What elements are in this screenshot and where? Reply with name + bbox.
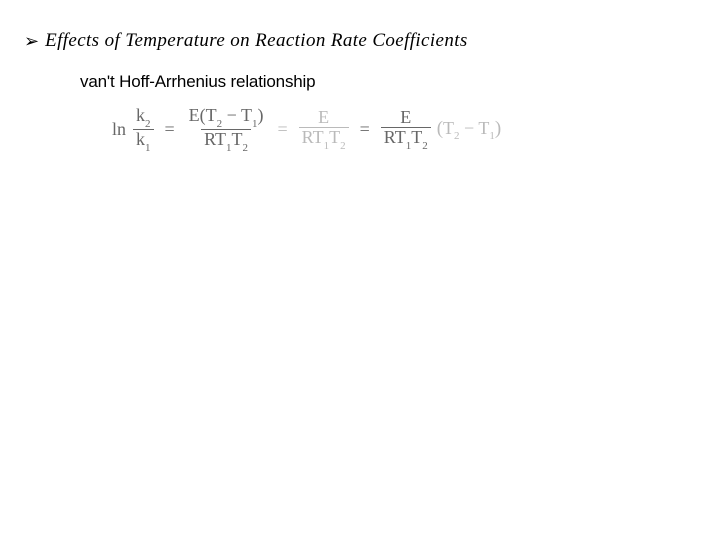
sub-2: 2 [454, 130, 460, 142]
sub-1: 1 [489, 130, 495, 142]
minus-sign: − [460, 118, 479, 138]
sub-1: 1 [252, 118, 258, 130]
sub-2: 2 [422, 140, 428, 152]
frac-e-middle: E RT1T2 [299, 108, 349, 151]
var-T: T [241, 105, 252, 125]
frac-e-t2-t1: E(T2 − T1) RT1T2 [186, 106, 267, 153]
var-R: R [204, 129, 215, 149]
sub-2: 2 [217, 118, 223, 130]
var-E: E [318, 107, 329, 127]
denominator: k1 [133, 129, 154, 153]
var-T: T [313, 127, 324, 147]
sub-1: 1 [226, 142, 232, 154]
var-R: R [302, 127, 313, 147]
var-T: T [443, 118, 454, 138]
frac-e-right: E RT1T2 [381, 108, 431, 151]
frac-k2-over-k1: k2 k1 [133, 106, 154, 153]
denominator: RT1T2 [381, 127, 431, 151]
var-T: T [206, 105, 217, 125]
var-T: T [215, 129, 226, 149]
var-T: T [329, 127, 340, 147]
var-T: T [232, 129, 243, 149]
sub-2: 2 [145, 118, 151, 130]
var-T: T [395, 127, 406, 147]
tail-paren-expr: (T2 − T1) [437, 118, 501, 142]
close-paren: ) [258, 105, 264, 125]
denominator: RT1T2 [201, 129, 251, 153]
close-paren: ) [495, 118, 501, 139]
ln-operator: ln [112, 119, 126, 140]
bullet-icon: ➢ [24, 32, 39, 50]
page-title: Effects of Temperature on Reaction Rate … [45, 30, 468, 52]
equals-sign: = [165, 119, 175, 140]
var-k: k [136, 129, 145, 149]
var-T: T [411, 127, 422, 147]
heading-row: ➢ Effects of Temperature on Reaction Rat… [24, 30, 696, 52]
equation: ln k2 k1 = E(T2 − T1) RT1T2 = E RT1T2 = … [112, 106, 696, 153]
numerator: k2 [133, 106, 154, 129]
minus-sign: − [222, 105, 241, 125]
subheading: van't Hoff-Arrhenius relationship [80, 72, 696, 92]
sub-1: 1 [324, 140, 330, 152]
sub-1: 1 [406, 140, 412, 152]
sub-1: 1 [145, 142, 151, 154]
var-E: E [189, 105, 200, 125]
var-T: T [478, 118, 489, 138]
numerator: E [397, 108, 414, 127]
denominator: RT1T2 [299, 127, 349, 151]
numerator: E(T2 − T1) [186, 106, 267, 129]
equals-sign: = [278, 119, 288, 140]
var-k: k [136, 105, 145, 125]
sub-2: 2 [243, 142, 249, 154]
var-E: E [400, 107, 411, 127]
sub-2: 2 [340, 140, 346, 152]
numerator: E [315, 108, 332, 127]
var-R: R [384, 127, 395, 147]
equals-sign: = [360, 119, 370, 140]
